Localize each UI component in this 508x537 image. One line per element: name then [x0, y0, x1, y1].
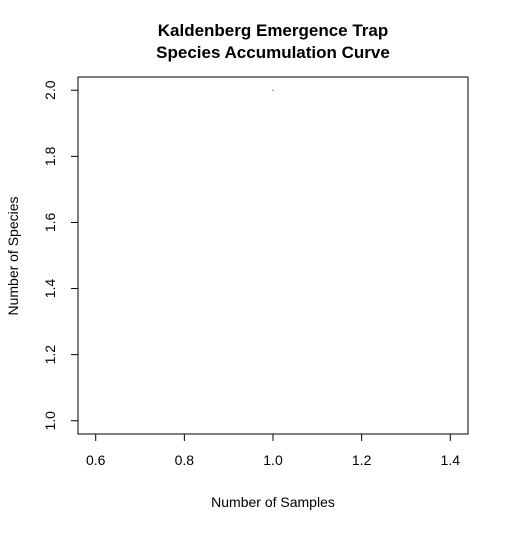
x-tick-label: 0.8: [175, 452, 195, 468]
y-tick-label: 1.4: [42, 279, 58, 299]
plot-frame: [77, 76, 469, 435]
x-tick-label: 1.2: [352, 452, 372, 468]
y-tick-label: 2.0: [42, 80, 58, 100]
y-tick-label: 1.8: [42, 146, 58, 166]
y-axis-title: Number of Species: [5, 196, 21, 315]
x-axis: 0.6 0.8 1.0 1.2 1.4: [86, 433, 461, 468]
y-tick-label: 1.0: [42, 411, 58, 431]
chart-title-line-1: Kaldenberg Emergence Trap: [158, 21, 389, 40]
x-tick-label: 1.4: [441, 452, 461, 468]
x-tick-label: 0.6: [86, 452, 106, 468]
y-tick-label: 1.6: [42, 213, 58, 233]
x-axis-title: Number of Samples: [211, 494, 335, 510]
y-axis: 1.0 1.2 1.4 1.6 1.8 2.0: [42, 80, 79, 431]
x-tick-label: 1.0: [263, 452, 283, 468]
y-tick-label: 1.2: [42, 345, 58, 365]
chart-title-line-2: Species Accumulation Curve: [156, 43, 390, 62]
